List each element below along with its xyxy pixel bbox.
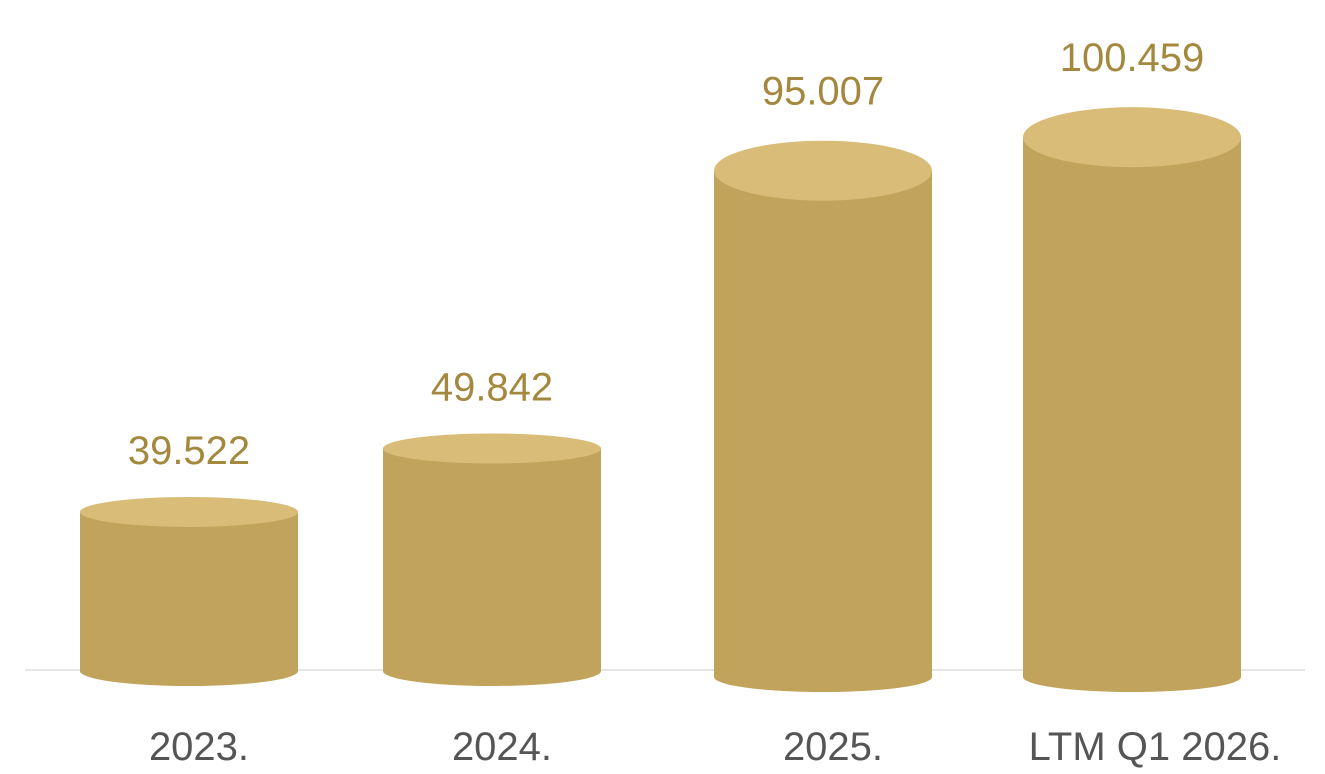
bar-top (383, 433, 601, 464)
value-label-3: 95.007 (762, 70, 884, 114)
bar-top (80, 496, 298, 527)
category-labels-layer: 2023. 2024. 2025. LTM Q1 2026. (149, 725, 1281, 769)
bar-1 (80, 496, 298, 686)
bar-top (1023, 107, 1241, 168)
value-label-2: 49.842 (431, 365, 553, 409)
value-label-1: 39.522 (128, 429, 250, 473)
bar-2 (383, 433, 601, 686)
category-label-1: 2023. (149, 725, 249, 769)
category-label-2: 2024. (452, 725, 552, 769)
value-labels-layer: 39.522 49.842 95.007 100.459 (128, 36, 1204, 473)
bar-body (714, 170, 932, 692)
category-label-3: 2025. (783, 725, 883, 769)
bar-body (1023, 137, 1241, 693)
bar-body (383, 448, 601, 686)
bar-body (80, 511, 298, 686)
bar-top (714, 140, 932, 201)
bar-4 (1023, 107, 1241, 693)
value-label-4: 100.459 (1060, 36, 1205, 80)
category-label-4: LTM Q1 2026. (1029, 725, 1282, 769)
bar-3 (714, 140, 932, 692)
bars-layer (80, 107, 1241, 693)
